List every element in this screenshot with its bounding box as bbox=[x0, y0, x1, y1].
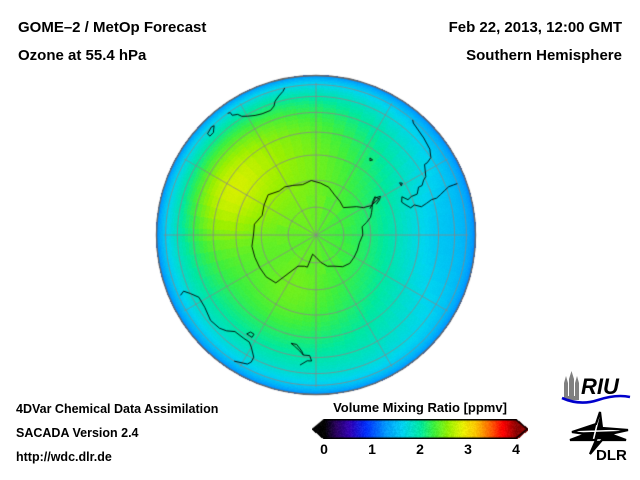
quantity-title: Ozone at 55.4 hPa bbox=[18, 47, 146, 64]
colorbar: Volume Mixing Ratio [ppmv] 0 1 2 3 4 bbox=[300, 400, 540, 462]
colorbar-tick-3: 3 bbox=[464, 441, 472, 457]
colorbar-gradient bbox=[312, 419, 528, 439]
dlr-logo: DLR bbox=[566, 410, 632, 462]
instrument-title: GOME–2 / MetOp Forecast bbox=[18, 19, 206, 36]
colorbar-tick-4: 4 bbox=[512, 441, 520, 457]
colorbar-tick-0: 0 bbox=[320, 441, 328, 457]
colorbar-tick-1: 1 bbox=[368, 441, 376, 457]
riu-spire-icon bbox=[564, 371, 579, 400]
wdc-url[interactable]: http://wdc.dlr.de bbox=[16, 450, 112, 464]
colorbar-tick-2: 2 bbox=[416, 441, 424, 457]
version-label: SACADA Version 2.4 bbox=[16, 426, 139, 440]
colorbar-title: Volume Mixing Ratio [ppmv] bbox=[300, 400, 540, 415]
datetime-label: Feb 22, 2013, 12:00 GMT bbox=[449, 19, 622, 36]
dlr-wordmark: DLR bbox=[596, 447, 627, 462]
region-label: Southern Hemisphere bbox=[466, 47, 622, 64]
ozone-globe-map bbox=[153, 72, 479, 398]
riu-logo: RIU bbox=[560, 370, 632, 404]
orthographic-projection-canvas bbox=[153, 72, 479, 398]
method-label: 4DVar Chemical Data Assimilation bbox=[16, 402, 218, 416]
